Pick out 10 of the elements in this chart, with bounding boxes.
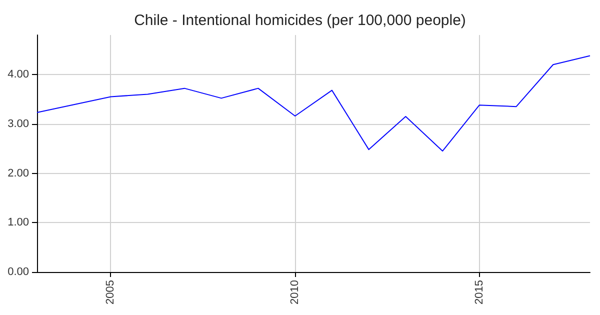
y-tick-label: 4.00 (8, 68, 29, 80)
x-tick-label: 2005 (104, 280, 117, 304)
x-tick-label: 2015 (473, 280, 486, 304)
x-tick-label: 2010 (289, 280, 302, 304)
y-tick-label: 2.00 (8, 167, 29, 180)
y-tick-label: 1.00 (8, 216, 29, 229)
y-tick-label: 0.00 (8, 266, 29, 278)
chart-title: Chile - Intentional homicides (per 100,000 people) (134, 12, 466, 29)
y-tick-label: 3.00 (8, 118, 29, 130)
line-series (36, 55, 590, 152)
